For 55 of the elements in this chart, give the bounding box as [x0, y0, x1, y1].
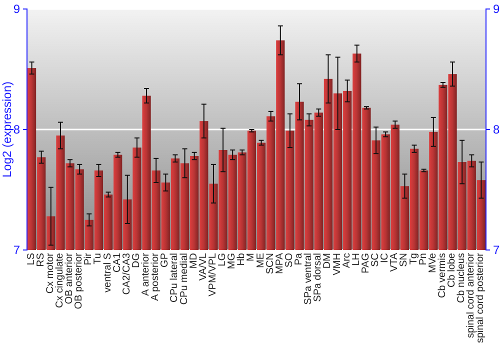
- x-tick-label: SPa dorsal: [312, 253, 324, 302]
- x-tick-label: MD: [188, 253, 200, 269]
- y-tick-label: 8: [13, 122, 20, 136]
- x-tick-label: Pir: [83, 252, 94, 266]
- x-tick-label: CPu lateral: [169, 253, 180, 302]
- x-tick-label: Cx motor: [44, 252, 56, 294]
- x-tick-label: SCN: [264, 253, 276, 274]
- x-tick-label: Cb nucleus: [456, 253, 468, 304]
- x-tick-label: SN: [398, 253, 410, 267]
- x-tick-label: Tg: [408, 253, 420, 265]
- x-tick-label: spinal cord anterior: [466, 252, 477, 338]
- x-tick-label: PAG: [360, 252, 372, 274]
- x-tick-label: VPM/VPL: [207, 252, 218, 296]
- x-tick-label: Pa: [294, 252, 305, 266]
- x-tick-label: ME: [255, 252, 266, 268]
- x-tick-label: Cb lobe: [446, 252, 458, 288]
- x-tick-label: CA2/CA3: [121, 252, 132, 295]
- x-tick-label: Cx cingulate: [54, 252, 66, 308]
- x-tick-label: DG: [130, 252, 142, 268]
- x-tick-label: LS: [26, 252, 37, 266]
- x-tick-label: OB posterior: [74, 252, 85, 310]
- x-tick-label: GP: [160, 252, 171, 268]
- y2-tick-label: 7: [493, 242, 500, 257]
- x-tick-label: SO: [284, 252, 295, 268]
- x-tick-label: spinal cord posterior: [475, 252, 486, 344]
- x-tick-label: CPu medial: [178, 253, 190, 305]
- x-tick-label: MVe: [427, 252, 438, 274]
- x-tick-label: DM: [322, 253, 334, 269]
- x-tick-label: MPA: [274, 252, 286, 274]
- x-tick-label: OB anterior: [64, 252, 76, 304]
- x-tick-label: MG: [226, 252, 238, 270]
- x-tick-label: SC: [370, 253, 382, 267]
- x-tick-label: IC: [380, 253, 391, 263]
- x-tick-label: Tu: [92, 253, 104, 264]
- y-tick-label: 9: [13, 2, 20, 16]
- x-tick-label: VMH: [332, 253, 343, 276]
- x-tick-label: M: [246, 253, 257, 262]
- x-tick-label: LH: [350, 253, 362, 266]
- y-tick-label: 7: [13, 242, 20, 257]
- y2-tick-label: 9: [493, 2, 500, 16]
- x-tick-label: A posterior: [150, 252, 162, 301]
- x-tick-label: SPa ventral: [303, 253, 314, 305]
- y2-tick-label: 8: [493, 122, 500, 136]
- x-tick-label: RS: [35, 252, 46, 267]
- x-tick-label: ventral S: [102, 252, 114, 292]
- x-tick-label: VTA: [389, 252, 400, 272]
- x-tick-label: A anterior: [140, 252, 152, 296]
- x-tick-label: Cb vermis: [436, 253, 448, 298]
- x-tick-label: Pn: [418, 253, 429, 266]
- x-tick-label: Hb: [236, 252, 248, 266]
- x-tick-label: Arc: [341, 253, 352, 268]
- x-tick-label: CA1: [112, 252, 123, 272]
- y-axis-title: Log2 (expression): [0, 81, 14, 178]
- x-tick-label: LG: [217, 252, 228, 266]
- x-tick-label: VA/VL: [198, 252, 209, 281]
